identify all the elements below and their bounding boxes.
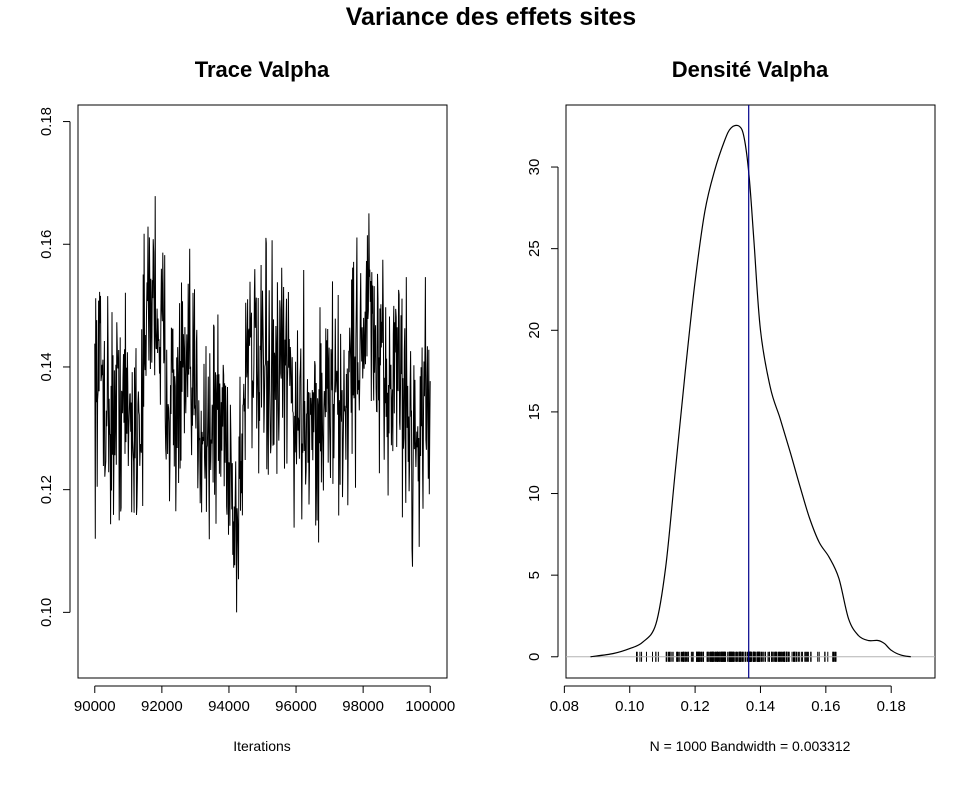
density-plot-box [565, 104, 936, 679]
density-x-tick-label: 0.08 [550, 698, 579, 715]
density-y-tick-label: 30 [526, 159, 543, 176]
density-x-tick-label: 0.18 [877, 698, 906, 715]
trace-title: Trace Valpha [195, 57, 330, 82]
density-curve [590, 124, 911, 658]
trace-x-tick-label: 98000 [342, 698, 384, 715]
density-x-tick-label: 0.16 [811, 698, 840, 715]
trace-plot-box [77, 104, 448, 679]
figure-title: Variance des effets sites [346, 3, 636, 31]
trace-y-tick-label: 0.12 [38, 475, 55, 504]
density-y-axis: 0 5 10 15 20 25 30 [526, 159, 559, 661]
density-x-tick-label: 0.12 [680, 698, 709, 715]
trace-x-tick-label: 96000 [275, 698, 317, 715]
trace-series [94, 196, 431, 613]
trace-panel: Trace Valpha 90000 92000 94000 96000 98000 10… [38, 57, 455, 754]
trace-y-tick-label: 0.10 [38, 598, 55, 627]
density-x-axis-label: N = 1000 Bandwidth = 0.003312 [650, 738, 851, 754]
density-x-tick-label: 0.14 [746, 698, 775, 715]
trace-x-tick-label: 92000 [141, 698, 183, 715]
density-x-axis: 0.08 0.10 0.12 0.14 0.16 0.18 [550, 685, 906, 715]
density-y-tick-label: 0 [526, 653, 543, 661]
trace-y-tick-label: 0.16 [38, 230, 55, 259]
trace-x-tick-label: 90000 [74, 698, 116, 715]
density-y-tick-label: 25 [526, 240, 543, 257]
trace-y-tick-label: 0.18 [38, 107, 55, 136]
density-panel: Densité Valpha 0.08 0.10 0.12 0.14 0.16 0.18 … [526, 57, 936, 754]
density-y-tick-label: 5 [526, 571, 543, 579]
density-x-tick-label: 0.10 [615, 698, 644, 715]
density-y-tick-label: 10 [526, 485, 543, 502]
density-y-tick-label: 20 [526, 322, 543, 339]
density-title: Densité Valpha [672, 57, 829, 82]
trace-y-axis: 0.10 0.12 0.14 0.16 0.18 [38, 107, 71, 627]
trace-y-tick-label: 0.14 [38, 352, 55, 381]
trace-line [94, 196, 431, 613]
density-series [566, 105, 935, 678]
density-y-tick-label: 15 [526, 404, 543, 421]
trace-x-tick-label: 100000 [405, 698, 455, 715]
trace-x-tick-label: 94000 [208, 698, 250, 715]
trace-x-axis-label: Iterations [233, 738, 291, 754]
trace-x-axis: 90000 92000 94000 96000 98000 100000 [74, 685, 455, 715]
